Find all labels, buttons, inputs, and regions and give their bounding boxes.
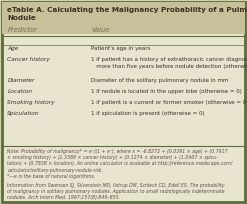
Text: 1 if nodule is located in the upper lobe (otherwise = 0): 1 if nodule is located in the upper lobe… — [91, 89, 242, 94]
Text: Spiculation: Spiculation — [7, 111, 40, 116]
Bar — [2, 2, 245, 34]
Text: 1 if spiculation is present (otherwise = 0): 1 if spiculation is present (otherwise =… — [91, 111, 205, 116]
Text: Information from Swensen SJ, Silverstein MD, Ilstrup DM, Schleck CD, Edell ES. T: Information from Swensen SJ, Silverstein… — [7, 183, 225, 200]
Text: Note: Probability of malignancy* = eˣ/(1 + eˣ), where x = -6.8272 + (0.0391 × ag: Note: Probability of malignancy* = eˣ/(1… — [7, 149, 233, 173]
Text: Value: Value — [91, 27, 110, 33]
Text: Diameter: Diameter — [7, 78, 35, 83]
Text: Smoking history: Smoking history — [7, 100, 55, 105]
Text: *—e is the base of natural logarithms.: *—e is the base of natural logarithms. — [7, 174, 96, 180]
Text: eTable A. Calculating the Malignancy Probability of a Pulmonary
Nodule: eTable A. Calculating the Malignancy Pro… — [7, 7, 247, 21]
Text: Patient's age in years: Patient's age in years — [91, 46, 151, 51]
Text: Age: Age — [7, 46, 19, 51]
Text: 1 if patient is a current or former smoker (otherwise = 0): 1 if patient is a current or former smok… — [91, 100, 247, 105]
Text: 1 if patient has a history of extrathoracic cancer diagnosed
   more than five y: 1 if patient has a history of extrathora… — [91, 57, 247, 69]
Text: Location: Location — [7, 89, 32, 94]
Text: Cancer history: Cancer history — [7, 57, 50, 62]
Text: Predictor: Predictor — [7, 27, 37, 33]
Text: Diameter of the solitary pulmonary nodule in mm: Diameter of the solitary pulmonary nodul… — [91, 78, 229, 83]
